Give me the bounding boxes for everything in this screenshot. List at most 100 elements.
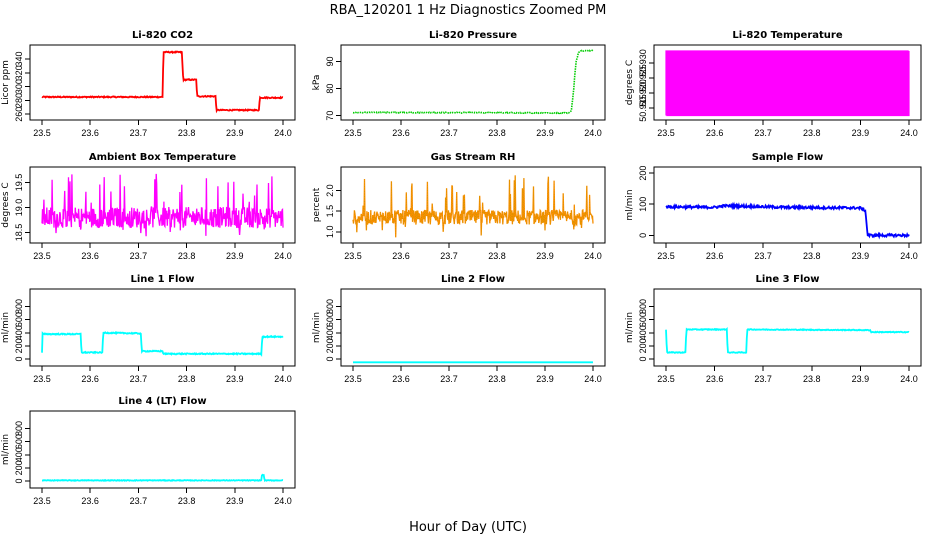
x-tick-label: 23.9 (226, 374, 244, 384)
data-line (41, 173, 284, 237)
x-tick-label: 23.9 (536, 374, 554, 384)
panel-title: Line 1 Flow (131, 274, 195, 285)
x-tick-label: 23.7 (754, 251, 772, 261)
y-axis-label: ml/min (1, 434, 11, 465)
x-tick-label: 23.6 (81, 374, 99, 384)
y-axis-label: percent (312, 187, 322, 222)
x-tick-label: 23.5 (33, 128, 51, 138)
x-tick-label: 23.6 (706, 128, 724, 138)
x-tick-label: 23.5 (344, 374, 362, 384)
y-tick-label: 200 (325, 338, 335, 353)
y-tick-label: 400 (638, 325, 648, 340)
y-tick-label: 400 (14, 447, 24, 462)
y-tick-label: 50.915 (638, 94, 648, 122)
x-tick-label: 23.6 (392, 251, 410, 261)
series-line3 (665, 327, 910, 354)
x-tick-label: 23.8 (803, 128, 821, 138)
y-tick-label: 260 (14, 107, 24, 122)
x-tick-label: 23.7 (754, 128, 772, 138)
series-line4 (42, 473, 284, 483)
x-tick-label: 23.9 (226, 496, 244, 506)
x-tick-label: 23.9 (852, 128, 870, 138)
x-tick-label: 23.5 (33, 496, 51, 506)
x-tick-label: 23.5 (344, 128, 362, 138)
chart-panel-line3: Line 3 Flow ml/min 23.5 23.6 23.7 23.8 23.9 24.… (625, 274, 922, 384)
x-tick-label: 23.7 (440, 374, 458, 384)
y-tick-label: 800 (325, 299, 335, 314)
data-points (352, 175, 594, 238)
x-tick-label: 23.5 (657, 251, 675, 261)
x-tick-label: 23.6 (81, 128, 99, 138)
x-tick-label: 23.8 (803, 251, 821, 261)
panel-title: Gas Stream RH (431, 152, 516, 163)
chart-panel-pressure: Li-820 Pressure kPa 23.5 23.6 23.7 23.8 23.9 24… (312, 30, 606, 138)
y-tick-label: 0 (14, 357, 24, 362)
x-tick-label: 23.6 (81, 496, 99, 506)
panel-title: Li-820 CO2 (132, 30, 193, 41)
plot-frame (29, 166, 296, 244)
y-tick-label: 50.930 (638, 49, 648, 77)
chart-panel-gas_rh: Gas Stream RH percent 23.5 23.6 23.7 23.8 23.9… (312, 152, 606, 261)
chart-panel-line4: Line 4 (LT) Flow ml/min 23.5 23.6 23.7 23.8 23… (1, 396, 296, 506)
figure-xlabel: Hour of Day (UTC) (409, 520, 527, 535)
x-tick-label: 23.7 (130, 496, 148, 506)
x-tick-label: 24.0 (274, 128, 292, 138)
panel-title: Li-820 Pressure (429, 30, 517, 41)
x-tick-label: 23.7 (130, 251, 148, 261)
series-pressure (352, 49, 594, 115)
chart-panel-box_temp: Ambient Box Temperature degrees C 23.5 23.6… (1, 152, 296, 261)
y-tick-label: 800 (14, 299, 24, 314)
x-tick-label: 23.9 (226, 128, 244, 138)
y-tick-label: 0 (325, 357, 335, 362)
x-tick-label: 23.6 (392, 128, 410, 138)
y-tick-label: 2.0 (325, 184, 335, 197)
y-tick-label: 80 (325, 84, 335, 94)
x-tick-label: 24.0 (900, 128, 918, 138)
data-line (352, 49, 594, 115)
y-tick-label: 280 (14, 93, 24, 108)
chart-panel-sample_flow: Sample Flow ml/min 23.5 23.6 23.7 23.8 23.9 24.… (625, 152, 922, 261)
data-line (352, 175, 594, 238)
x-tick-label: 23.6 (392, 374, 410, 384)
plot-frame (340, 288, 606, 367)
y-tick-label: 19.0 (14, 199, 24, 217)
y-tick-label: 600 (14, 312, 24, 327)
y-axis-label: ml/min (312, 312, 322, 343)
series-co2 (41, 50, 284, 114)
y-tick-label: 400 (14, 325, 24, 340)
plot-frame (653, 288, 922, 367)
x-tick-label: 23.5 (344, 251, 362, 261)
x-tick-label: 23.8 (178, 128, 196, 138)
y-tick-label: 600 (638, 312, 648, 327)
x-tick-label: 24.0 (900, 251, 918, 261)
x-tick-label: 23.6 (706, 251, 724, 261)
data-line (665, 327, 910, 354)
y-axis-label: degrees C (1, 182, 11, 227)
y-tick-label: 0 (638, 233, 648, 238)
data-line (665, 201, 910, 240)
plot-frame (653, 166, 922, 244)
y-tick-label: 1.5 (325, 205, 335, 218)
x-tick-label: 23.8 (178, 496, 196, 506)
y-tick-label: 1.0 (325, 226, 335, 239)
x-tick-label: 23.8 (178, 251, 196, 261)
x-tick-label: 23.6 (81, 251, 99, 261)
chart-panel-line2: Line 2 Flow ml/min 23.5 23.6 23.7 23.8 23.9 24.… (312, 274, 606, 384)
data-line (42, 473, 284, 483)
y-axis-label: kPa (312, 75, 322, 91)
panel-title: Line 2 Flow (441, 274, 505, 285)
x-tick-label: 23.8 (488, 128, 506, 138)
y-tick-label: 50.920 (638, 79, 648, 107)
plot-frame (340, 44, 606, 121)
y-tick-label: 300 (14, 79, 24, 94)
x-tick-label: 23.9 (536, 128, 554, 138)
data-line (41, 331, 284, 358)
y-tick-label: 200 (14, 338, 24, 353)
panel-title: Ambient Box Temperature (89, 152, 236, 163)
x-tick-label: 23.9 (852, 251, 870, 261)
data-line (665, 50, 910, 117)
y-tick-label: 200 (14, 460, 24, 475)
x-tick-label: 23.7 (440, 251, 458, 261)
x-tick-label: 23.5 (657, 128, 675, 138)
